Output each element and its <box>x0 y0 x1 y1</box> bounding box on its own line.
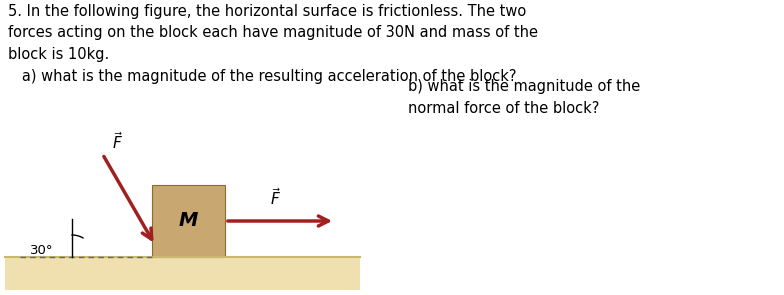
Text: 5. In the following figure, the horizontal surface is frictionless. The two: 5. In the following figure, the horizont… <box>8 4 526 19</box>
Text: normal force of the block?: normal force of the block? <box>408 101 600 116</box>
Text: block is 10kg.: block is 10kg. <box>8 47 109 62</box>
Text: 30°: 30° <box>30 243 53 256</box>
Bar <box>152 185 225 257</box>
Text: M: M <box>179 212 198 230</box>
Text: $\vec{F}$: $\vec{F}$ <box>270 187 281 208</box>
Text: $\vec{F}$: $\vec{F}$ <box>112 131 123 152</box>
Text: b) what is the magnitude of the: b) what is the magnitude of the <box>408 79 641 94</box>
Text: forces acting on the block each have magnitude of 30N and mass of the: forces acting on the block each have mag… <box>8 25 538 40</box>
Text: a) what is the magnitude of the resulting acceleration of the block?: a) what is the magnitude of the resultin… <box>8 68 517 83</box>
Bar <box>5 257 360 290</box>
